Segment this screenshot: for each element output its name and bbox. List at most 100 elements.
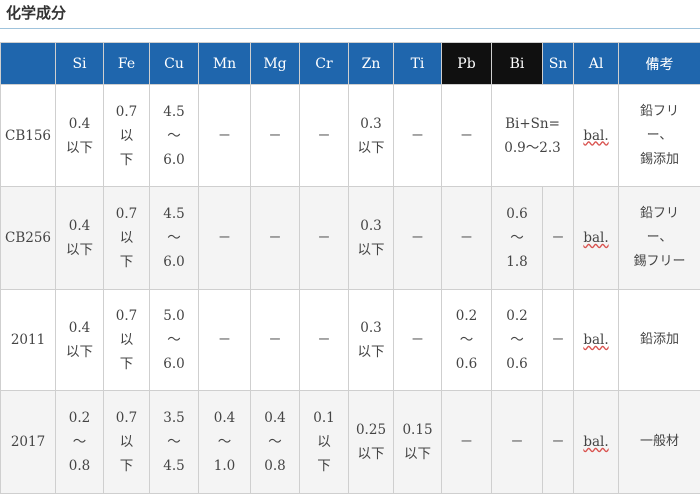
bi-cell: 0.2 ～ 0.6 [491, 289, 543, 391]
note-line: 錫添加 [639, 151, 679, 167]
bi-cell: 0.6 ～ 1.8 [491, 186, 543, 290]
alloy-name-cell: 2017 [0, 390, 56, 494]
cu-line: 5.0 [163, 308, 185, 324]
zn-line: 以下 [357, 446, 385, 462]
ti-cell: － [393, 186, 442, 290]
fe-line: 0.7 [115, 308, 138, 324]
ti-cell: － [393, 84, 442, 187]
fe-line: 0.7 [115, 103, 138, 120]
cu-cell: 4.5 ～ 6.0 [149, 84, 199, 187]
zn-cell: 0.3 以下 [348, 84, 394, 187]
si-cell: 0.4 以下 [55, 289, 104, 391]
table-header-row: Si Fe Cu Mn Mg Cr Zn Ti Pb Bi Sn Al 備考 [0, 42, 700, 85]
zn-line: 0.25 [355, 422, 387, 438]
cr-cell: － [299, 289, 349, 391]
fe-cell: 0.7 以下 [103, 186, 150, 290]
mn-cell: － [198, 186, 251, 290]
mg-line: 0.4 [264, 410, 286, 426]
zn-line: 以下 [357, 139, 385, 156]
sn-cell: － [542, 186, 574, 290]
fe-line: 以 [119, 434, 134, 450]
header-cell-cu: Cu [149, 42, 199, 85]
fe-line: 下 [119, 356, 134, 372]
bi-line: 0.6 [506, 206, 528, 222]
header-cell-blank [0, 42, 56, 85]
cu-line: 6.0 [163, 356, 185, 372]
ti-line: 0.15 [402, 422, 433, 438]
pb-line: ～ [459, 332, 474, 348]
cu-line: ～ [167, 230, 181, 246]
cu-line: 3.5 [163, 410, 185, 426]
mn-line: ～ [217, 434, 232, 450]
header-cell-bi: Bi [491, 42, 543, 85]
bi-line: ～ [510, 332, 524, 348]
cr-line: 0.1 [313, 410, 335, 426]
zn-cell: 0.3 以下 [348, 186, 394, 290]
cr-cell: － [299, 84, 349, 187]
mg-cell: － [250, 84, 300, 187]
bi-line: 1.8 [506, 254, 528, 270]
ti-cell: － [393, 289, 442, 391]
note-line: ー、 [646, 230, 673, 245]
zn-line: 0.3 [360, 218, 382, 234]
header-cell-cr: Cr [299, 42, 349, 85]
header-cell-fe: Fe [103, 42, 150, 85]
pb-cell: － [441, 84, 492, 187]
table-row: 2011 0.4 以下 0.7 以下 5.0 ～ 6.0 － － － 0.3 以下 － 0… [0, 289, 700, 391]
note-cell: 一般材 [618, 390, 700, 494]
si-line: 0.8 [68, 458, 91, 474]
cu-line: 6.0 [163, 254, 185, 270]
cu-cell: 3.5 ～ 4.5 [149, 390, 199, 494]
si-line: 以下 [66, 242, 93, 258]
fe-line: 0.7 [115, 206, 138, 222]
header-cell-sn: Sn [542, 42, 574, 85]
fe-line: 以 [119, 230, 134, 246]
cr-cell: － [299, 186, 349, 290]
header-cell-ti: Ti [393, 42, 442, 85]
cu-cell: 5.0 ～ 6.0 [149, 289, 199, 391]
bi-sn-line: 0.9～2.3 [504, 139, 561, 156]
note-line: 鉛フリ [639, 206, 679, 221]
mn-line: 1.0 [213, 458, 236, 474]
bi-line: ～ [510, 230, 524, 246]
fe-cell: 0.7 以下 [103, 84, 150, 187]
al-value: bal. [583, 127, 609, 144]
fe-line: 下 [119, 458, 134, 474]
fe-line: 下 [119, 254, 134, 270]
note-cell: 鉛添加 [618, 289, 700, 391]
mg-line: 0.8 [264, 458, 286, 474]
al-cell: bal. [573, 289, 619, 391]
bi-line: 0.6 [506, 356, 528, 372]
alloy-name-cell: CB256 [0, 186, 56, 290]
al-value: bal. [583, 230, 609, 246]
fe-line: 0.7 [115, 410, 138, 426]
title-underline [0, 28, 700, 29]
al-cell: bal. [573, 186, 619, 290]
fe-cell: 0.7 以下 [103, 289, 150, 391]
si-line: 以下 [66, 344, 93, 360]
section-title: 化学成分 [6, 4, 67, 22]
si-line: 0.4 [68, 115, 91, 132]
table-row: 2017 0.2 ～ 0.8 0.7 以下 3.5 ～ 4.5 0.4 ～ 1.0 0.4 ～ 0… [0, 390, 700, 494]
bi-line: 0.2 [506, 308, 528, 324]
mn-cell: － [198, 84, 251, 187]
mg-cell: － [250, 289, 300, 391]
bi-cell: － [491, 390, 543, 494]
zn-line: 0.3 [360, 320, 382, 336]
cu-line: 4.5 [163, 103, 185, 120]
cr-line: 以 [317, 434, 331, 450]
header-cell-mg: Mg [250, 42, 300, 85]
chemical-composition-table: Si Fe Cu Mn Mg Cr Zn Ti Pb Bi Sn Al 備考 C… [0, 42, 700, 494]
alloy-name-cell: CB156 [0, 84, 56, 187]
si-cell: 0.4 以下 [55, 84, 104, 187]
sn-cell: － [542, 390, 574, 494]
mg-cell: 0.4 ～ 0.8 [250, 390, 300, 494]
note-line: 錫フリー [633, 254, 686, 269]
si-line: 0.4 [68, 218, 91, 234]
note-line: ー、 [646, 127, 673, 143]
fe-cell: 0.7 以下 [103, 390, 150, 494]
pb-cell: － [441, 186, 492, 290]
mn-line: 0.4 [213, 410, 236, 426]
mn-cell: － [198, 289, 251, 391]
table-row: CB156 0.4 以下 0.7 以下 4.5 ～ 6.0 － － － 0.3 以下 － … [0, 84, 700, 187]
